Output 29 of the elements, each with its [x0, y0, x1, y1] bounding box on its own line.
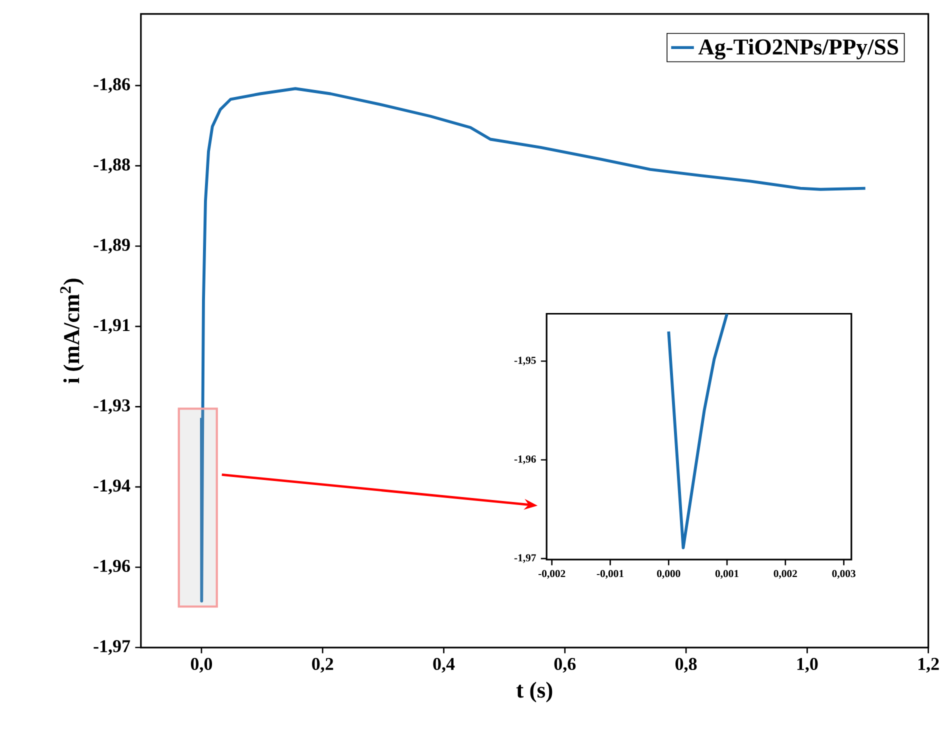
x-tick-label: 0,003: [832, 570, 856, 578]
x-tick-label: 0,2: [312, 658, 334, 672]
line-series: [667, 314, 728, 549]
y-tick-label: -1,97: [514, 554, 536, 563]
y-tick-label: -1,96: [514, 455, 536, 464]
y-tick-label: -1,86: [94, 78, 130, 93]
x-tick-label: 1,0: [797, 658, 818, 672]
legend-label: Ag-TiO2NPs/PPy/SS: [698, 38, 898, 60]
x-tick-label: 0,0: [190, 658, 212, 672]
y-tick-label: -1,95: [514, 356, 536, 366]
x-tick-label: 0,8: [675, 658, 697, 672]
x-tick-label: -0,001: [596, 570, 624, 578]
line-series: [200, 86, 867, 602]
y-tick-label: -1,88: [94, 158, 130, 173]
y-axis-title: i (mA/cm$^{2}$): [60, 278, 84, 384]
y-tick-label: -1,96: [94, 560, 130, 574]
x-tick-label: 1,2: [918, 658, 939, 672]
y-tick-label: -1,97: [94, 640, 130, 655]
x-tick-label: 0,002: [774, 570, 797, 578]
y-tick-label: -1,94: [94, 479, 130, 494]
y-tick-label: -1,89: [94, 238, 130, 254]
x-tick-label: 0,6: [554, 658, 576, 672]
y-tick-label: -1,93: [94, 399, 130, 414]
x-tick-label: 0,000: [657, 570, 680, 578]
x-tick-label: -0,002: [538, 570, 566, 578]
x-axis-title: t (s): [516, 682, 552, 702]
x-tick-label: 0,001: [715, 570, 738, 578]
y-tick-label: -1,91: [94, 318, 130, 334]
x-tick-label: 0,4: [433, 658, 455, 672]
